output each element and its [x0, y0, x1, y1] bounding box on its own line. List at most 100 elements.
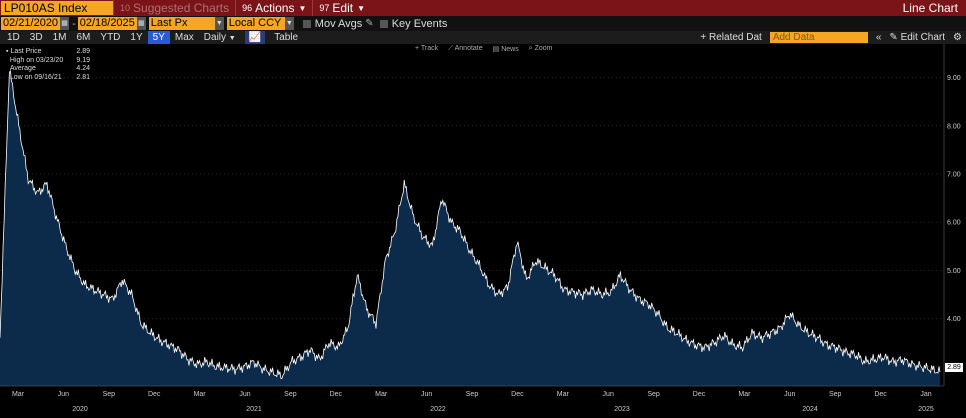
x-tick-label: Mar: [738, 391, 751, 398]
suggested-charts-button[interactable]: 10 Suggested Charts: [113, 0, 235, 16]
date-separator: -: [72, 17, 76, 30]
mov-avgs-label: Mov Avgs: [314, 17, 363, 30]
gear-icon[interactable]: ⚙: [953, 32, 962, 43]
add-data-input[interactable]: Add Data: [769, 32, 868, 43]
periodicity-label: Daily: [203, 32, 227, 43]
range-1m[interactable]: 1M: [52, 32, 67, 43]
legend-label: High on 03/23/20: [6, 57, 63, 66]
title-bar: LP010AS Index 10 Suggested Charts 96 Act…: [0, 0, 966, 16]
news-tool[interactable]: ▤ News: [492, 46, 519, 53]
x-tick-label: Jan: [920, 391, 931, 398]
zoom-label: Zoom: [534, 45, 553, 52]
periodicity-select[interactable]: Daily ▼: [199, 31, 241, 44]
track-label: Track: [420, 45, 439, 52]
legend-label-text: Average: [9, 65, 36, 72]
x-tick-label: Dec: [511, 391, 524, 398]
x-axis-ticks: Mar Jun Sep Dec Mar Jun Sep Dec Mar Jun Sep Dec Mar J…: [12, 391, 934, 413]
chart-legend: ▪ Last Price 2.89 High on 03/23/20 9.19 Av…: [6, 48, 90, 82]
x-tick-label: Mar: [375, 391, 388, 398]
calendar-icon[interactable]: ▦: [136, 17, 146, 30]
x-tick-label: Dec: [693, 391, 706, 398]
zoom-tool[interactable]: ⌕ Zoom: [528, 45, 553, 52]
range-1d[interactable]: 1D: [7, 32, 20, 43]
range-5y[interactable]: 5Y: [147, 31, 170, 44]
annotate-tool[interactable]: ⟋ Annotate: [448, 45, 483, 52]
pencil-icon[interactable]: ✎: [365, 18, 374, 29]
edit-num: 97: [319, 3, 330, 13]
x-year-label: 2025: [918, 406, 934, 413]
y-tick-label: 4.00: [947, 316, 961, 323]
y-tick-label: 6.00: [947, 220, 961, 227]
x-tick-label: Dec: [874, 391, 887, 398]
legend-value: 4.24: [76, 65, 90, 72]
x-tick-label: Jun: [784, 391, 795, 398]
edit-label: Edit: [332, 1, 354, 15]
x-tick-label: Sep: [103, 391, 116, 398]
x-tick-label: Jun: [58, 391, 69, 398]
x-tick-label: Sep: [829, 391, 842, 398]
x-tick-label: Mar: [194, 391, 207, 398]
y-tick-label: 9.00: [947, 75, 961, 82]
pencil-icon[interactable]: ✎ Edit Chart: [889, 32, 946, 43]
x-tick-label: Jun: [239, 391, 250, 398]
suggested-label: Suggested Charts: [133, 1, 230, 15]
x-tick-label: Sep: [466, 391, 479, 398]
x-tick-label: Mar: [12, 391, 25, 398]
mov-avgs-checkbox[interactable]: [302, 19, 311, 28]
range-bar: 1D 3D 1M 6M YTD 1Y 5Y Max Daily ▼ 📈 Tabl…: [0, 31, 966, 44]
track-tool[interactable]: + Track: [415, 45, 439, 52]
x-tick-label: Sep: [284, 391, 297, 398]
price-chart[interactable]: 9.008.007.006.005.004.003.00 MarJunSepDe…: [0, 44, 966, 418]
x-year-label: 2024: [802, 406, 818, 413]
related-data-label[interactable]: + Related Dat: [700, 32, 762, 43]
price-field-select[interactable]: Last Px: [148, 17, 215, 30]
start-date-field[interactable]: 02/21/2020: [1, 17, 61, 30]
chevron-down-icon[interactable]: ▼: [214, 17, 224, 30]
chevron-down-icon[interactable]: ▼: [284, 17, 294, 30]
x-tick-label: Mar: [557, 391, 570, 398]
key-events-label: Key Events: [391, 17, 448, 30]
currency-select[interactable]: Local CCY: [226, 17, 285, 30]
x-tick-label: Jun: [421, 391, 432, 398]
legend-row: ▪ Last Price 2.89: [6, 48, 90, 57]
legend-label: Low on 09/16/21: [6, 74, 62, 83]
legend-label: ▪ Last Price: [6, 48, 42, 55]
chevron-down-icon: ▼: [228, 35, 236, 42]
controls-bar: 02/21/2020 ▦ - 02/18/2025 ▦ Last Px ▼ Lo…: [0, 16, 966, 31]
x-tick-label: Dec: [330, 391, 343, 398]
calendar-icon[interactable]: ▦: [60, 17, 70, 30]
chart-toolbox: + Track ⟋ Annotate ▤ News ⌕ Zoom: [415, 45, 553, 53]
x-year-label: 2022: [430, 406, 446, 413]
bar3-right: + Related Dat Add Data « ✎ Edit Chart ⚙: [696, 32, 966, 43]
legend-value: 2.89: [76, 48, 90, 55]
range-1y[interactable]: 1Y: [130, 32, 143, 43]
table-button[interactable]: Table: [274, 32, 299, 43]
actions-num: 96: [242, 3, 253, 13]
range-max[interactable]: Max: [174, 32, 194, 43]
legend-label-text: Low on 09/16/21: [9, 73, 62, 81]
double-chevron-left-icon[interactable]: «: [875, 32, 882, 43]
x-year-label: 2020: [72, 406, 88, 413]
range-ytd[interactable]: YTD: [100, 32, 121, 43]
range-3d[interactable]: 3D: [29, 32, 43, 43]
ticker-field[interactable]: LP010AS Index: [1, 1, 113, 15]
actions-button[interactable]: 96 Actions ▼: [235, 0, 312, 16]
legend-row: Low on 09/16/21 2.81: [6, 74, 90, 83]
line-chart-icon[interactable]: 📈: [244, 31, 266, 44]
legend-value: 9.19: [76, 56, 90, 64]
legend-label-text: Last Price: [10, 48, 42, 55]
news-label: News: [501, 46, 519, 53]
key-events-checkbox[interactable]: [379, 19, 388, 28]
range-6m[interactable]: 6M: [76, 32, 91, 43]
legend-label: Average: [6, 65, 36, 74]
suggested-num: 10: [120, 3, 131, 13]
x-tick-label: Dec: [148, 391, 161, 398]
x-tick-label: Sep: [647, 391, 660, 398]
x-tick-label: Jun: [603, 391, 614, 398]
legend-row: Average 4.24: [6, 65, 90, 74]
end-date-field[interactable]: 02/18/2025: [77, 17, 137, 30]
legend-row: High on 03/23/20 9.19: [6, 57, 90, 66]
x-year-label: 2021: [246, 406, 262, 413]
edit-button[interactable]: 97 Edit ▼: [312, 0, 371, 16]
price-area: [0, 71, 940, 386]
